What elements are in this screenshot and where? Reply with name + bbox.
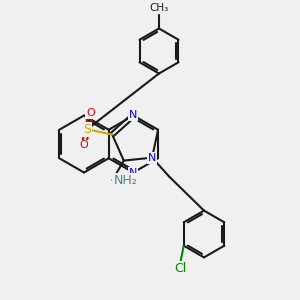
Text: NH₂: NH₂	[113, 174, 137, 187]
Text: CH₃: CH₃	[149, 3, 169, 14]
Text: O: O	[86, 108, 95, 118]
Text: N: N	[129, 110, 138, 121]
Text: N: N	[129, 167, 138, 178]
Text: Cl: Cl	[175, 262, 187, 275]
Text: N: N	[148, 153, 156, 163]
Text: S: S	[83, 123, 91, 136]
Text: O: O	[80, 140, 88, 150]
